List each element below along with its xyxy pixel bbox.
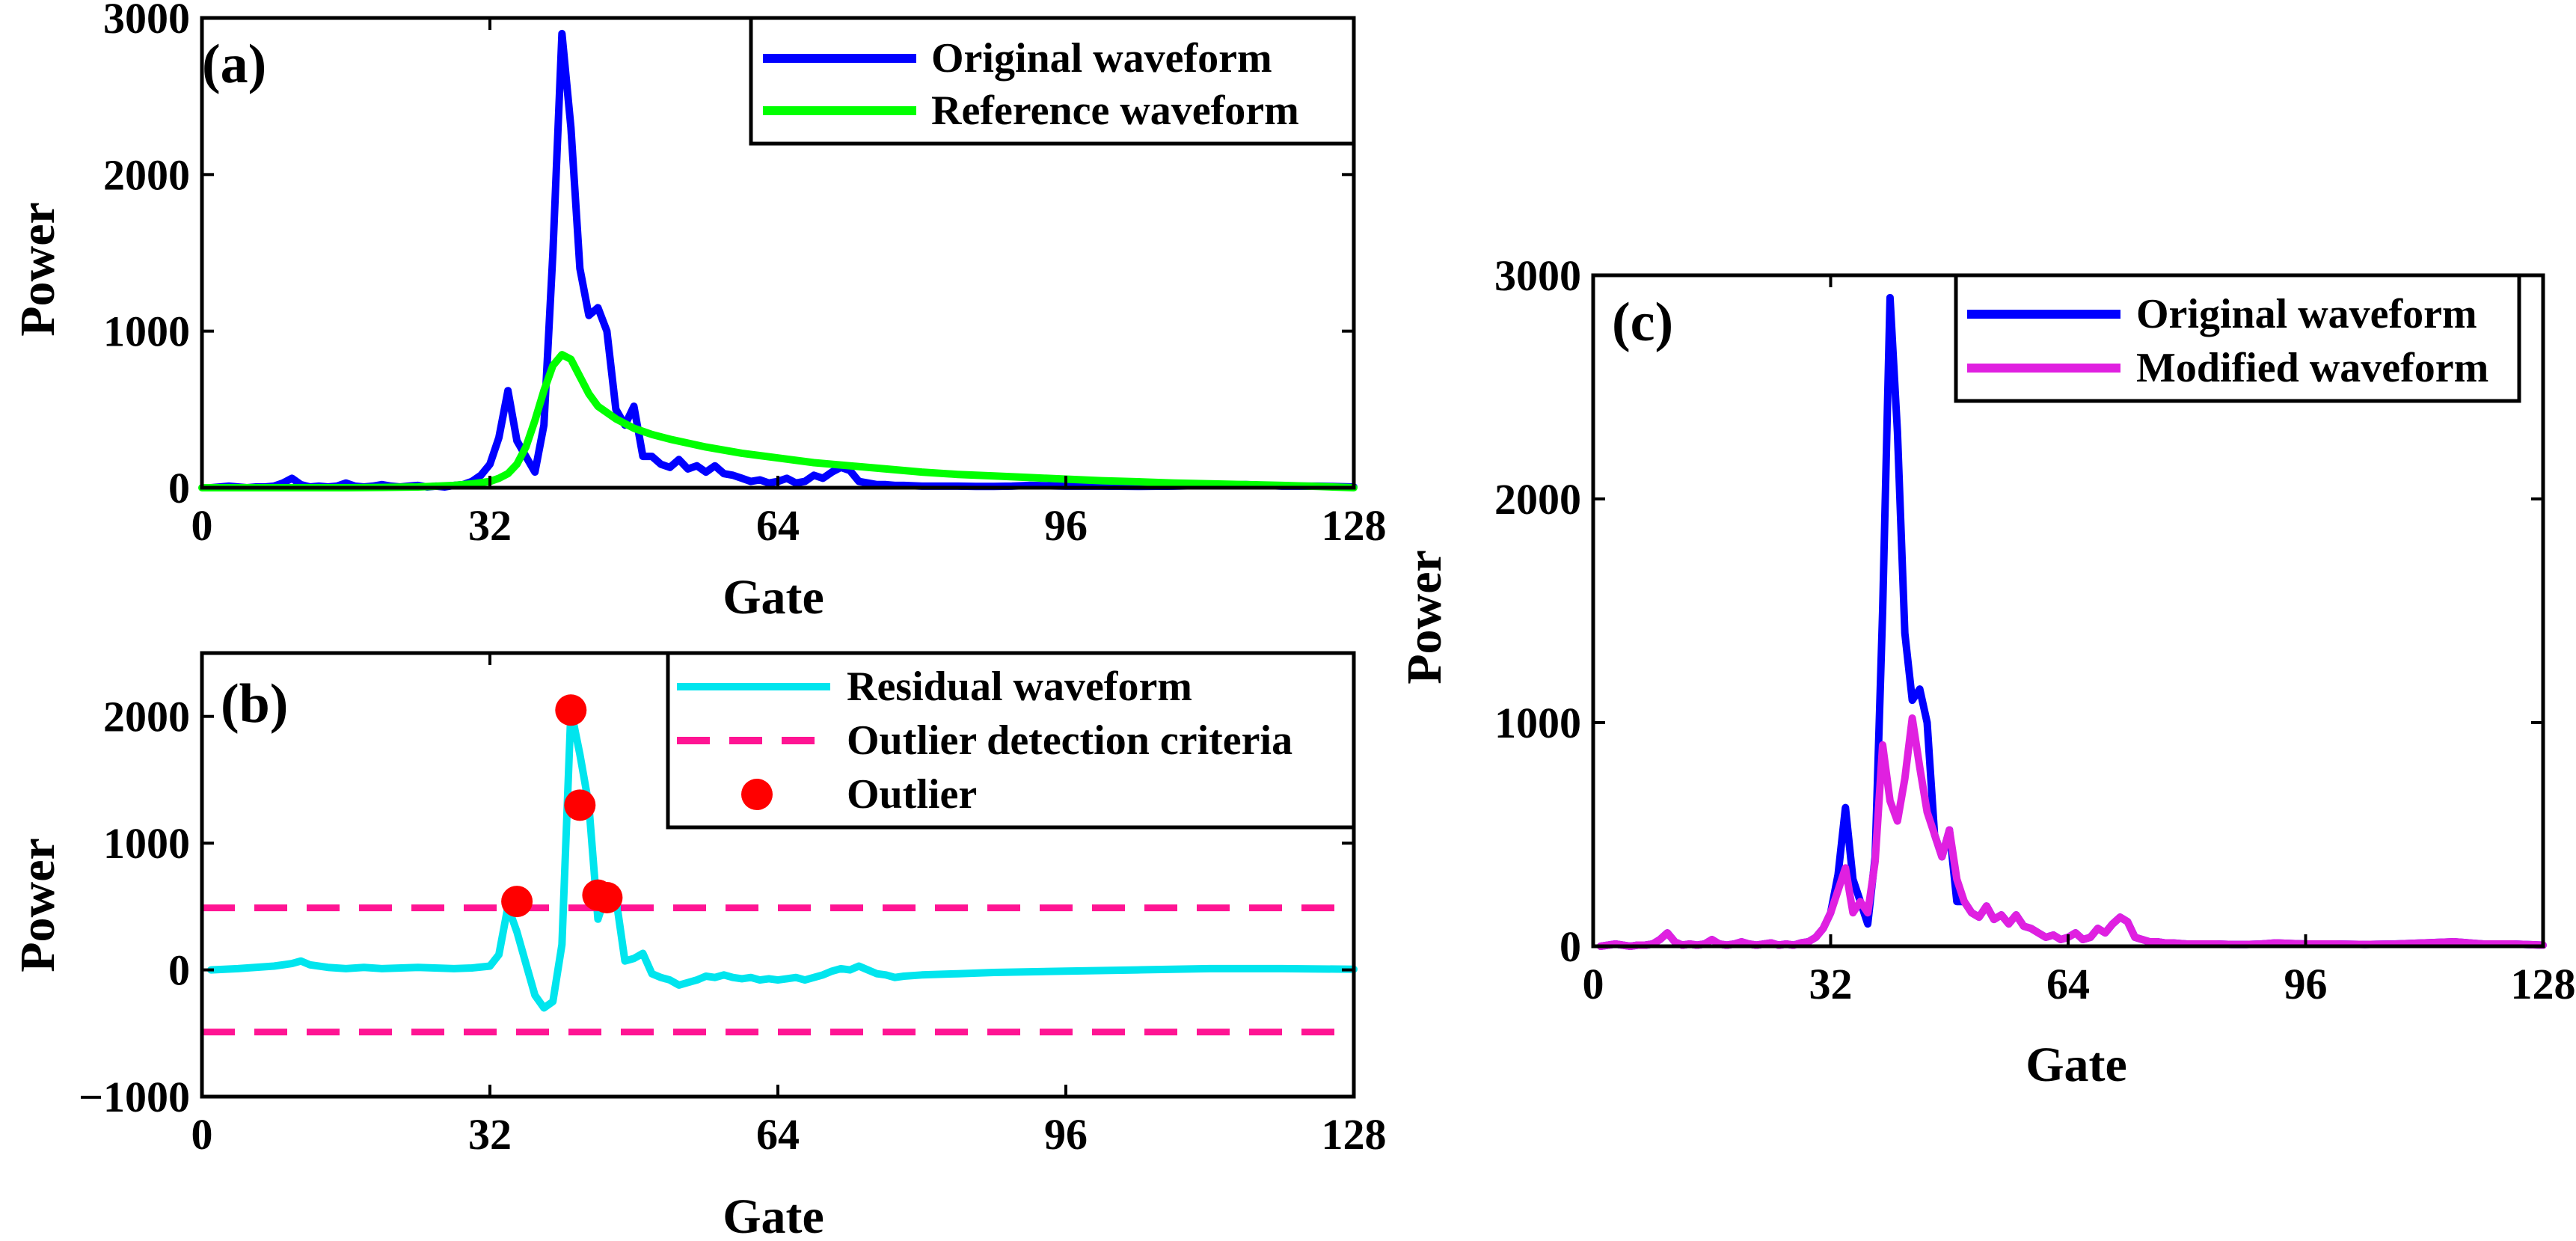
panel-b-xtick-label: 32 <box>468 1110 512 1159</box>
panel-b-legend-label-residual: Residual waveform <box>847 664 1192 710</box>
panel-b-ylabel: Power <box>10 838 65 972</box>
panel-c-ylabel: Power <box>1397 550 1452 684</box>
panel-a-ticks: 0 32 64 96 128 0 1000 2000 3000 <box>103 0 1387 550</box>
panel-c-ytick-label: 3000 <box>1494 251 1581 300</box>
panel-c-legend-box <box>1954 273 2521 403</box>
panel-c-xtick-label: 96 <box>2284 960 2328 1008</box>
panel-a-ytick-label: 0 <box>168 464 190 512</box>
panel-a: 0 32 64 96 128 0 1000 2000 3000 (a) Gate Power O… <box>10 0 1387 625</box>
panel-c-xlabel: Gate <box>2025 1038 2127 1092</box>
panel-c-legend: Original waveform Modified waveform <box>1954 273 2521 403</box>
panel-c-xtick-label: 0 <box>1583 960 1604 1008</box>
panel-c-ticks: 0 32 64 96 128 0 1000 2000 3000 <box>1494 251 2576 1008</box>
panel-c-ytick-label: 2000 <box>1494 475 1581 524</box>
panel-b-series-0-line <box>207 706 1358 1012</box>
panel-a-ytick-label: 3000 <box>103 0 190 43</box>
panel-a-ylabel: Power <box>10 202 65 337</box>
panel-a-legend-label-original: Original waveform <box>931 35 1272 82</box>
panel-b-ytick-label: 2000 <box>103 693 190 741</box>
panel-b-outlier-marker <box>501 886 533 918</box>
panel-b-legend-marker-outlier <box>741 779 773 810</box>
panel-b-xtick-label: 128 <box>1322 1110 1387 1159</box>
panel-a-xtick-label: 96 <box>1044 501 1088 550</box>
panel-c-ytick-label: 0 <box>1560 922 1581 971</box>
panel-a-xlabel: Gate <box>723 570 824 625</box>
panel-c-label: (c) <box>1612 292 1673 353</box>
panel-b-legend-label-criteria: Outlier detection criteria <box>847 717 1292 764</box>
panel-c-ytick-label: 1000 <box>1494 699 1581 747</box>
panel-b-ytick-label: 0 <box>168 946 190 995</box>
panel-a-legend-label-reference: Reference waveform <box>931 88 1299 134</box>
panel-c-plot-lines <box>1596 293 2547 950</box>
panel-a-ytick-label: 1000 <box>103 307 190 356</box>
panel-a-xtick-label: 32 <box>468 501 512 550</box>
panel-c-xtick-label: 64 <box>2046 960 2090 1008</box>
panel-b-ytick-label: −1000 <box>79 1073 190 1121</box>
panel-a-xtick-label: 64 <box>756 501 800 550</box>
panel-c-series-1-line <box>1596 714 2547 950</box>
panel-b-legend: Residual waveform Outlier detection crit… <box>666 651 1356 830</box>
panel-a-series-1-line <box>198 351 1358 491</box>
panel-b-xtick-label: 96 <box>1044 1110 1088 1159</box>
panel-a-xtick-label: 128 <box>1322 501 1387 550</box>
panel-a-label: (a) <box>202 34 266 95</box>
panel-b-xtick-label: 0 <box>191 1110 213 1159</box>
panel-b-outlier-marker <box>555 694 587 726</box>
panel-c-legend-label-original: Original waveform <box>2136 291 2477 337</box>
panel-b-legend-label-outlier: Outlier <box>847 771 977 818</box>
panel-b-outlier-marker <box>591 881 623 913</box>
panel-b-xlabel: Gate <box>723 1189 824 1241</box>
panel-b-xtick-label: 64 <box>756 1110 800 1159</box>
panel-c-legend-label-modified: Modified waveform <box>2136 345 2488 391</box>
panel-b-plot-lines <box>202 694 1358 1036</box>
panel-c: 0 32 64 96 128 0 1000 2000 3000 (c) Gate Power O… <box>1397 251 2576 1092</box>
panel-a-plot-lines <box>198 29 1358 491</box>
panel-a-xtick-label: 0 <box>191 501 213 550</box>
panel-b-label: (b) <box>221 673 288 735</box>
panel-a-legend-box <box>749 16 1356 146</box>
panel-a-legend: Original waveform Reference waveform <box>749 16 1356 146</box>
panel-c-xtick-label: 32 <box>1809 960 1853 1008</box>
panel-c-xtick-label: 128 <box>2511 960 2576 1008</box>
panel-b-outlier-marker <box>564 789 596 821</box>
panel-b-ytick-label: 1000 <box>103 819 190 868</box>
panel-a-ytick-label: 2000 <box>103 150 190 199</box>
